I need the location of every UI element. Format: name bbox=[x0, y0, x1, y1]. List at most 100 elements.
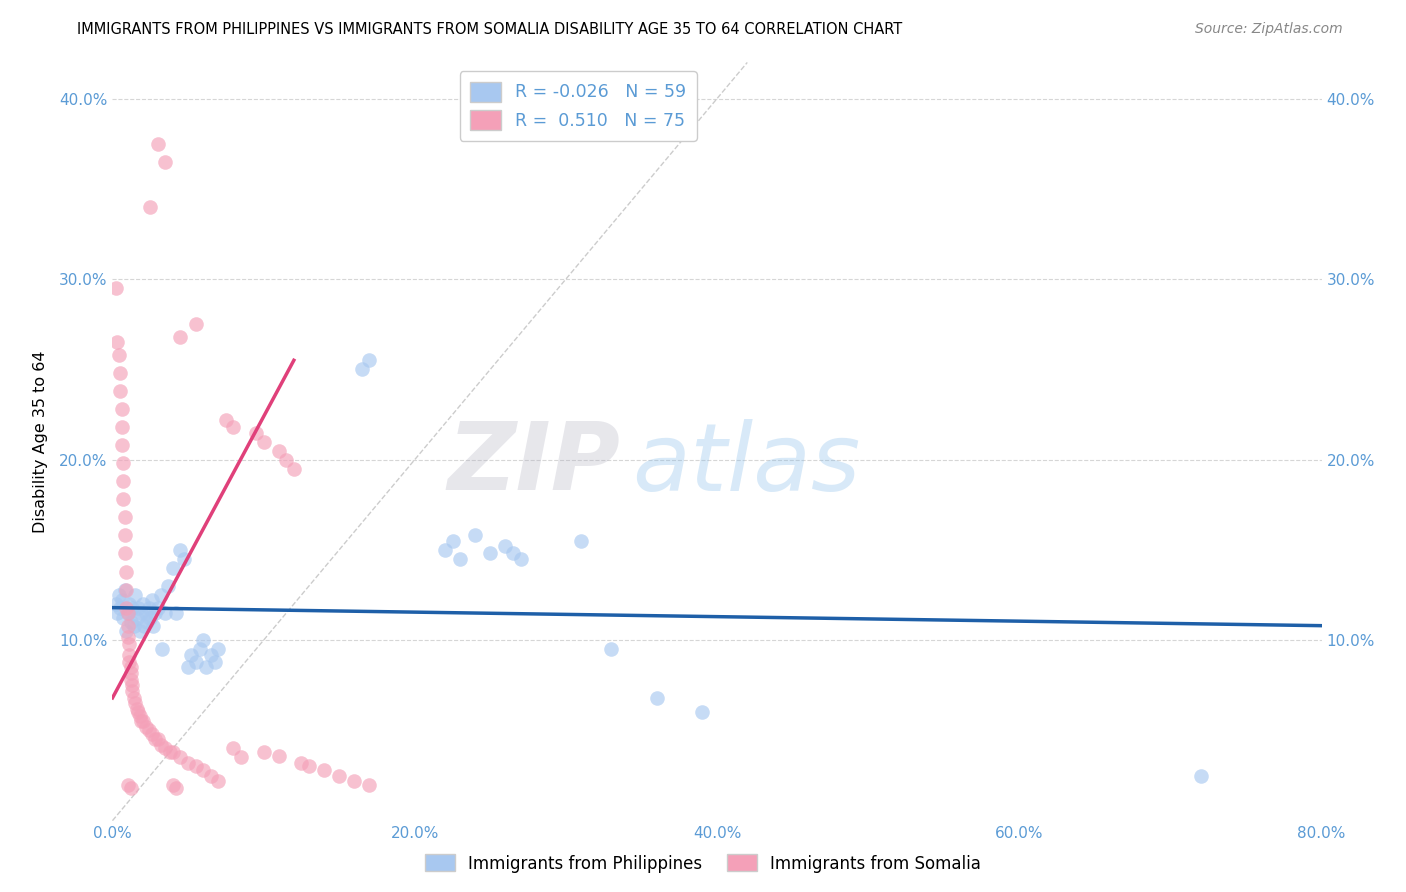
Point bbox=[283, 461, 305, 475]
Text: ZIP: ZIP bbox=[447, 418, 620, 510]
Point bbox=[120, 673, 142, 687]
Point bbox=[1189, 768, 1212, 782]
Point bbox=[114, 582, 136, 597]
Point bbox=[433, 542, 456, 557]
Point bbox=[165, 781, 187, 796]
Point bbox=[314, 763, 336, 777]
Point bbox=[114, 546, 136, 560]
Point bbox=[141, 727, 163, 741]
Point bbox=[108, 600, 131, 615]
Point bbox=[143, 732, 166, 747]
Legend: R = -0.026   N = 59, R =  0.510   N = 75: R = -0.026 N = 59, R = 0.510 N = 75 bbox=[460, 71, 697, 141]
Point bbox=[350, 362, 373, 376]
Point bbox=[141, 593, 163, 607]
Point bbox=[464, 528, 486, 542]
Point bbox=[169, 542, 191, 557]
Point bbox=[117, 630, 139, 644]
Point bbox=[200, 648, 222, 662]
Point bbox=[118, 648, 141, 662]
Point bbox=[195, 660, 218, 674]
Point bbox=[139, 200, 162, 214]
Point bbox=[108, 366, 131, 380]
Legend: Immigrants from Philippines, Immigrants from Somalia: Immigrants from Philippines, Immigrants … bbox=[418, 847, 988, 880]
Point bbox=[134, 618, 156, 632]
Point bbox=[191, 763, 214, 777]
Point bbox=[122, 690, 145, 705]
Point bbox=[155, 154, 177, 169]
Text: Source: ZipAtlas.com: Source: ZipAtlas.com bbox=[1195, 22, 1343, 37]
Point bbox=[290, 756, 312, 770]
Point bbox=[600, 642, 623, 657]
Point bbox=[121, 683, 143, 698]
Point bbox=[441, 533, 464, 548]
Point bbox=[328, 768, 350, 782]
Point bbox=[155, 741, 177, 756]
Point bbox=[159, 745, 181, 759]
Point bbox=[125, 611, 148, 625]
Point bbox=[138, 600, 160, 615]
Point bbox=[105, 606, 128, 620]
Point bbox=[117, 606, 139, 620]
Y-axis label: Disability Age 35 to 64: Disability Age 35 to 64 bbox=[32, 351, 48, 533]
Point bbox=[118, 597, 141, 611]
Point bbox=[112, 475, 135, 489]
Point bbox=[207, 642, 229, 657]
Point bbox=[150, 642, 173, 657]
Point bbox=[117, 618, 139, 632]
Point bbox=[112, 611, 135, 625]
Point bbox=[222, 420, 245, 434]
Point bbox=[245, 425, 267, 440]
Point bbox=[142, 618, 165, 632]
Point bbox=[502, 546, 524, 560]
Point bbox=[105, 335, 128, 350]
Point bbox=[124, 588, 146, 602]
Point bbox=[129, 714, 152, 729]
Point bbox=[207, 773, 229, 788]
Text: IMMIGRANTS FROM PHILIPPINES VS IMMIGRANTS FROM SOMALIA DISABILITY AGE 35 TO 64 C: IMMIGRANTS FROM PHILIPPINES VS IMMIGRANT… bbox=[77, 22, 903, 37]
Point bbox=[690, 706, 713, 720]
Point bbox=[117, 778, 139, 792]
Point bbox=[104, 597, 127, 611]
Point bbox=[138, 723, 160, 738]
Point bbox=[222, 741, 245, 756]
Point bbox=[184, 759, 207, 773]
Point bbox=[112, 456, 135, 470]
Point bbox=[110, 438, 132, 452]
Point bbox=[184, 655, 207, 669]
Point bbox=[359, 353, 381, 368]
Point bbox=[104, 281, 127, 295]
Point bbox=[479, 546, 502, 560]
Point bbox=[115, 565, 138, 579]
Point bbox=[143, 606, 166, 620]
Point bbox=[121, 678, 143, 692]
Point bbox=[132, 597, 155, 611]
Point bbox=[298, 759, 321, 773]
Point bbox=[120, 615, 142, 629]
Point bbox=[115, 600, 138, 615]
Point bbox=[162, 778, 184, 792]
Point bbox=[569, 533, 592, 548]
Point bbox=[162, 745, 184, 759]
Point bbox=[200, 768, 222, 782]
Point bbox=[120, 781, 142, 796]
Point bbox=[110, 593, 132, 607]
Text: atlas: atlas bbox=[633, 418, 860, 510]
Point bbox=[229, 750, 252, 764]
Point bbox=[136, 615, 159, 629]
Point bbox=[124, 696, 146, 710]
Point bbox=[118, 637, 141, 651]
Point bbox=[169, 330, 191, 344]
Point bbox=[112, 492, 135, 507]
Point bbox=[267, 748, 290, 763]
Point bbox=[157, 579, 180, 593]
Point bbox=[155, 606, 177, 620]
Point bbox=[149, 738, 172, 752]
Point bbox=[146, 136, 169, 151]
Point bbox=[180, 648, 202, 662]
Point bbox=[108, 384, 131, 398]
Point bbox=[188, 642, 211, 657]
Point bbox=[135, 720, 157, 734]
Point bbox=[122, 618, 145, 632]
Point bbox=[121, 600, 143, 615]
Point bbox=[177, 756, 200, 770]
